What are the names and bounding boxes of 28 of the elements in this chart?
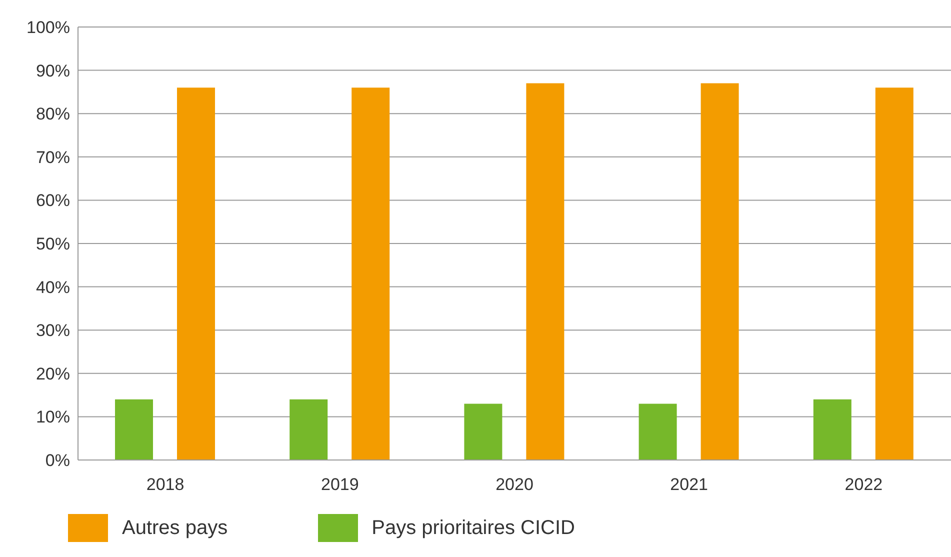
bar	[638, 404, 677, 460]
x-tick-label: 2021	[670, 475, 708, 494]
x-tick-label: 2018	[146, 475, 184, 494]
y-tick-label: 30%	[36, 321, 70, 340]
y-tick-label: 80%	[36, 104, 70, 124]
bar	[526, 83, 564, 460]
bar	[813, 399, 852, 460]
bar	[290, 399, 328, 460]
legend-label: Pays prioritaires CICID	[372, 516, 575, 540]
bar	[464, 404, 502, 460]
x-tick-label: 2019	[320, 475, 359, 494]
y-tick-label: 60%	[36, 191, 70, 210]
bar	[352, 88, 390, 460]
y-tick-label: 70%	[36, 148, 70, 167]
bar	[177, 88, 215, 460]
bar	[875, 88, 914, 460]
y-tick-label: 40%	[36, 278, 70, 297]
y-tick-label: 100%	[26, 18, 70, 38]
x-tick-label: 2022	[844, 475, 883, 494]
y-tick-label: 10%	[36, 408, 70, 427]
legend-label: Autres pays	[122, 516, 228, 540]
y-tick-label: 90%	[36, 61, 70, 80]
y-tick-label: 0%	[45, 451, 70, 470]
x-tick-label: 2020	[496, 475, 534, 494]
bar	[700, 83, 739, 460]
y-tick-label: 50%	[36, 234, 70, 254]
y-tick-label: 20%	[36, 364, 70, 384]
bar	[115, 399, 153, 460]
